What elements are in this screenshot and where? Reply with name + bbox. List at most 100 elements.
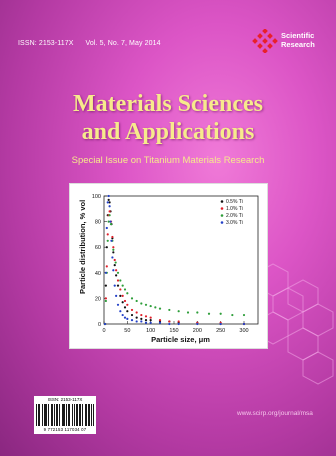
barcode-digits: 9 772153 117034 07	[43, 427, 87, 432]
chart-frame	[103, 195, 259, 325]
x-tick-label: 150	[169, 328, 178, 334]
journal-website: www.scirp.org/journal/msa	[237, 410, 313, 417]
data-point-1-0--ti	[105, 265, 108, 268]
legend-marker	[220, 221, 224, 224]
chart-x-axis-label: Particle size, μm	[151, 335, 210, 344]
data-point-2-0--ti	[106, 239, 109, 242]
special-issue-subtitle: Special Issue on Titanium Materials Rese…	[71, 155, 265, 166]
data-point-2-0--ti	[242, 313, 246, 317]
data-point-2-0--ti	[112, 248, 115, 251]
data-point-3-0--ti	[135, 320, 138, 323]
decorative-hexagons	[257, 263, 334, 385]
barcode-bars	[36, 404, 94, 426]
publisher-name-line1: Scientific	[281, 31, 315, 40]
data-point-1-0--ti	[116, 279, 120, 282]
data-point-1-0--ti	[140, 313, 143, 317]
data-point-2-0--ti	[154, 306, 157, 309]
data-point-2-0--ti	[186, 311, 190, 314]
data-point-0-5--ti	[107, 198, 110, 201]
journal-title: Materials Sciences and Applications	[0, 90, 336, 146]
data-point-2-0--ti	[126, 292, 129, 295]
x-tick-label: 300	[239, 328, 248, 334]
data-point-1-0--ti	[135, 311, 138, 314]
data-point-2-0--ti	[149, 304, 152, 308]
data-point-0-5--ti	[144, 319, 148, 322]
data-point-3-0--ti	[105, 226, 108, 230]
data-point-1-0--ti	[121, 294, 124, 297]
data-point-1-0--ti	[158, 319, 162, 322]
y-tick-label: 60	[95, 245, 101, 251]
data-point-2-0--ti	[168, 308, 171, 312]
data-point-2-0--ti	[107, 220, 110, 223]
data-point-3-0--ti	[168, 322, 171, 326]
issn-text: ISSN: 2153-117X	[18, 40, 74, 47]
data-point-1-0--ti	[168, 320, 171, 323]
legend-marker	[220, 207, 224, 210]
data-point-2-0--ti	[196, 311, 199, 314]
data-point-2-0--ti	[121, 284, 124, 287]
data-point-2-0--ti	[108, 214, 111, 217]
data-point-3-0--ti	[177, 322, 180, 326]
data-point-0-5--ti	[115, 274, 118, 277]
data-point-3-0--ti	[106, 201, 109, 204]
data-point-1-0--ti	[177, 320, 180, 323]
legend-marker	[220, 214, 224, 217]
data-point-0-5--ti	[108, 201, 111, 204]
legend-label: 2.0% Ti	[226, 213, 243, 219]
data-point-3-0--ti	[113, 284, 116, 287]
particle-distribution-chart: 0 50 100 150 200 250 300 0 20 40 60 80 100 0.5% Ti 1.0…	[69, 183, 268, 349]
data-point-0-5--ti	[121, 301, 124, 304]
data-point-0-5--ti	[116, 284, 120, 287]
data-point-1-0--ti	[144, 315, 148, 318]
data-point-2-0--ti	[219, 312, 222, 315]
data-point-0-5--ti	[135, 316, 138, 319]
legend-marker	[220, 200, 224, 203]
data-point-3-0--ti	[112, 269, 115, 272]
data-point-1-0--ti	[106, 233, 109, 236]
publisher-name-line2: Research	[281, 40, 315, 49]
y-tick-label: 0	[98, 322, 101, 328]
data-point-3-0--ti	[116, 303, 120, 306]
data-point-0-5--ti	[112, 251, 115, 254]
data-point-2-0--ti	[177, 310, 180, 313]
data-point-0-5--ti	[113, 264, 116, 267]
data-point-2-0--ti	[144, 303, 148, 306]
chart-plot-area: 0 50 100 150 200 250 300 0 20 40 60 80 100 0.5% Ti1.0…	[92, 194, 259, 334]
y-tick-label: 40	[95, 271, 101, 277]
data-point-3-0--ti	[109, 220, 112, 223]
data-point-2-0--ti	[231, 313, 234, 317]
barcode-issn: ISSN: 2153-117X	[47, 397, 83, 402]
data-point-1-0--ti	[123, 299, 127, 303]
data-point-2-0--ti	[109, 223, 113, 226]
chart-y-axis-label: Particle distribution, % vol	[78, 199, 87, 294]
data-point-3-0--ti	[110, 239, 113, 242]
x-tick-label: 250	[216, 328, 225, 334]
data-point-2-0--ti	[116, 271, 120, 274]
data-point-2-0--ti	[140, 302, 143, 305]
data-point-1-0--ti	[108, 210, 111, 213]
data-point-1-0--ti	[113, 258, 116, 262]
x-tick-label: 100	[146, 328, 155, 334]
data-point-2-0--ti	[119, 279, 122, 282]
data-point-3-0--ti	[121, 313, 124, 317]
y-tick-label: 20	[95, 296, 101, 302]
data-point-3-0--ti	[104, 271, 107, 274]
data-point-0-5--ti	[149, 319, 152, 322]
data-point-3-0--ti	[196, 322, 199, 326]
data-point-3-0--ti	[130, 319, 134, 322]
data-point-2-0--ti	[114, 261, 117, 264]
data-point-2-0--ti	[135, 299, 138, 303]
data-point-1-0--ti	[104, 297, 107, 300]
data-point-3-0--ti	[158, 321, 162, 324]
data-point-0-5--ti	[126, 310, 129, 313]
data-point-0-5--ti	[130, 313, 134, 317]
legend-label: 0.5% Ti	[226, 199, 243, 205]
data-point-3-0--ti	[123, 316, 127, 319]
data-point-3-0--ti	[140, 320, 143, 323]
data-point-3-0--ti	[242, 322, 246, 326]
data-point-2-0--ti	[130, 297, 134, 300]
legend-label: 3.0% Ti	[226, 220, 243, 226]
data-point-3-0--ti	[149, 321, 152, 324]
data-point-2-0--ti	[123, 288, 127, 291]
